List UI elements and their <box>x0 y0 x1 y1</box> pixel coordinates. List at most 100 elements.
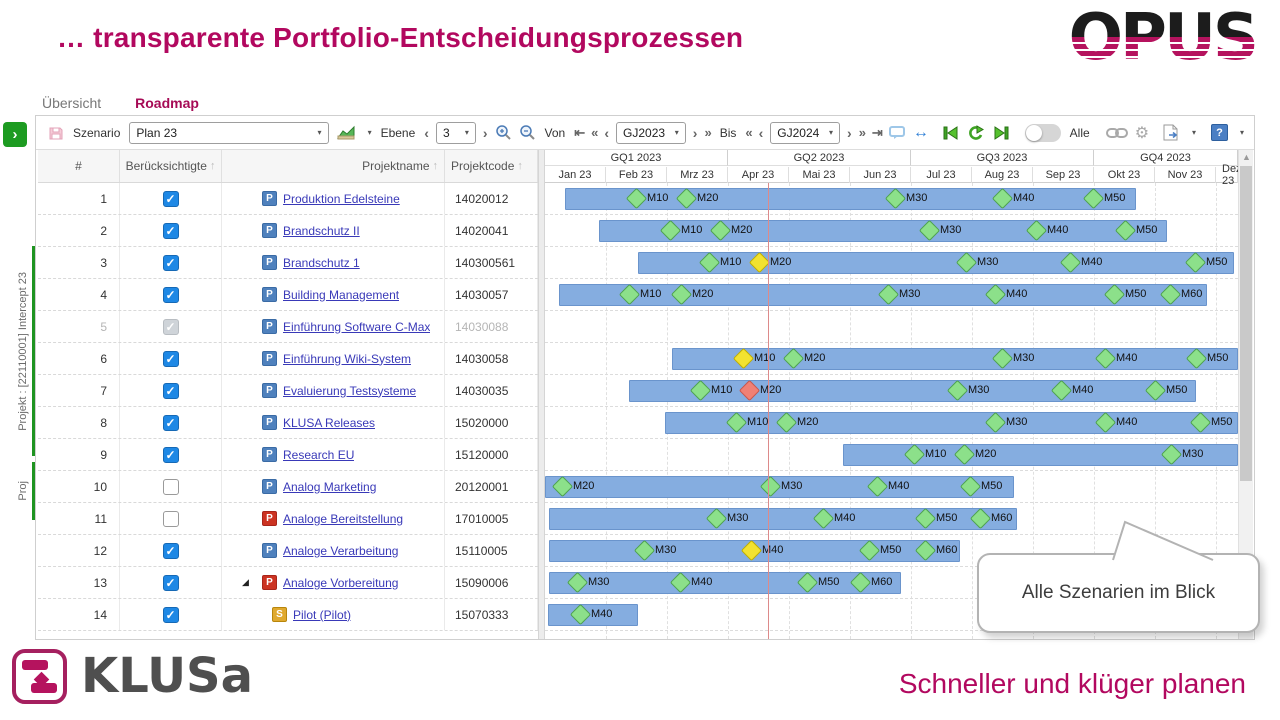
column-header[interactable]: Berücksichtigte ↑ <box>120 150 222 182</box>
ebene-next-icon[interactable]: › <box>482 124 488 141</box>
forward-icon[interactable]: › <box>847 124 852 141</box>
project-link[interactable]: KLUSA Releases <box>283 415 376 430</box>
gantt-bar[interactable] <box>672 348 1238 370</box>
back-icon[interactable]: ‹ <box>758 124 764 141</box>
row-checkbox[interactable] <box>162 510 179 527</box>
chevron-down-icon[interactable]: ▾ <box>1192 128 1197 137</box>
project-link[interactable]: Produktion Edelsteine <box>283 191 400 206</box>
chevron-down-icon[interactable]: ▾ <box>367 128 372 137</box>
row-checkbox[interactable]: ✓ <box>162 286 179 303</box>
fast-back-icon[interactable]: « <box>591 125 598 140</box>
project-name-cell: P Analoge Verarbeitung <box>222 535 445 566</box>
link-icon[interactable] <box>1105 127 1128 139</box>
gantt-bar[interactable] <box>638 252 1234 274</box>
ebene-select[interactable]: 3 ▾ <box>435 121 476 144</box>
gantt-bar[interactable] <box>549 508 1017 530</box>
gantt-bar[interactable] <box>665 412 1238 434</box>
row-number-cell: 8 <box>38 407 120 438</box>
scrollbar-thumb[interactable] <box>1240 166 1252 481</box>
gantt-row: M10 M20 M30 <box>545 439 1238 471</box>
tree-collapse-icon[interactable]: ◢ <box>242 577 249 587</box>
gantt-bar[interactable] <box>565 188 1136 210</box>
gantt-bar[interactable] <box>548 604 638 626</box>
row-number-cell: 6 <box>38 343 120 374</box>
refresh-icon[interactable] <box>967 124 985 141</box>
zoom-out-icon[interactable] <box>519 124 536 141</box>
bis-select[interactable]: GJ2024 ▾ <box>770 121 841 144</box>
month-gridline <box>1033 183 1034 639</box>
row-checkbox[interactable]: ✓ <box>162 222 179 239</box>
row-checkbox[interactable]: ✓ <box>162 254 179 271</box>
back-icon[interactable]: ‹ <box>604 124 610 141</box>
step-back-green-icon[interactable] <box>942 125 960 141</box>
chevron-down-icon[interactable]: ▾ <box>1239 128 1244 137</box>
row-checkbox[interactable]: ✓ <box>162 350 179 367</box>
gantt-bar[interactable] <box>843 444 1238 466</box>
export-icon[interactable] <box>1162 124 1180 141</box>
project-link[interactable]: Analoge Vorbereitung <box>283 575 399 590</box>
project-icon: P <box>262 447 277 462</box>
project-link[interactable]: Pilot (Pilot) <box>293 607 352 622</box>
project-icon: P <box>262 543 277 558</box>
row-checkbox[interactable]: ✓ <box>162 414 179 431</box>
row-checkbox[interactable]: ✓ <box>162 574 179 591</box>
column-header[interactable]: Projektcode ↑ <box>445 150 538 182</box>
pane-splitter[interactable] <box>538 150 545 639</box>
project-link[interactable]: Analog Marketing <box>283 479 377 494</box>
fast-back-icon[interactable]: « <box>745 125 752 140</box>
row-checkbox[interactable]: ✓ <box>162 606 179 623</box>
fit-width-icon[interactable]: ↔ <box>912 123 929 141</box>
project-name-cell: P Produktion Edelsteine <box>222 183 445 214</box>
row-checkbox[interactable]: ✓ <box>162 190 179 207</box>
expand-rail-button[interactable]: › <box>3 122 27 147</box>
project-link[interactable]: Analoge Bereitstellung <box>283 511 404 526</box>
project-link[interactable]: Research EU <box>283 447 355 462</box>
project-link[interactable]: Einführung Software C-Max <box>283 319 431 334</box>
month-gridline <box>1216 183 1217 639</box>
project-link[interactable]: Building Management <box>283 287 400 302</box>
save-icon[interactable] <box>48 125 64 141</box>
last-period-icon[interactable]: ⇥ <box>871 124 883 140</box>
fast-forward-icon[interactable]: » <box>704 125 711 140</box>
row-checkbox[interactable]: ✓ <box>162 318 179 335</box>
first-period-icon[interactable]: ⇤ <box>574 124 585 140</box>
project-link[interactable]: Evaluierung Testsysteme <box>283 383 417 398</box>
column-header[interactable]: Projektname ↑ <box>222 150 445 182</box>
project-code-cell: 20120001 <box>445 471 538 502</box>
row-checkbox[interactable]: ✓ <box>162 542 179 559</box>
row-checkbox[interactable]: ✓ <box>162 382 179 399</box>
row-checkbox[interactable]: ✓ <box>162 446 179 463</box>
gantt-month-header: Jun 23 <box>850 167 911 183</box>
project-code-cell: 14030058 <box>445 343 538 374</box>
project-link[interactable]: Brandschutz II <box>283 223 360 238</box>
rail-tab-proj[interactable]: Proj <box>13 462 36 520</box>
tab-übersicht[interactable]: Übersicht <box>42 95 102 111</box>
scroll-up-icon[interactable]: ▲ <box>1242 152 1251 162</box>
fast-forward-icon[interactable]: » <box>858 125 866 140</box>
project-code-cell: 14030057 <box>445 279 538 310</box>
row-checkbox[interactable] <box>162 478 179 495</box>
von-select[interactable]: GJ2023 ▾ <box>616 121 686 144</box>
column-header[interactable]: # <box>38 150 120 182</box>
rail-tab-project[interactable]: Projekt : [22110001] Intercept 23 <box>13 246 36 456</box>
project-link[interactable]: Analoge Verarbeitung <box>283 543 399 558</box>
zoom-in-icon[interactable] <box>495 124 512 141</box>
ebene-prev-icon[interactable]: ‹ <box>424 124 429 141</box>
chevron-down-icon: ▾ <box>464 128 469 137</box>
project-link[interactable]: Einführung Wiki-System <box>283 351 412 366</box>
vertical-scrollbar[interactable]: ▲ <box>1238 150 1253 639</box>
gantt-bar[interactable] <box>599 220 1167 242</box>
forward-icon[interactable]: › <box>692 124 698 141</box>
gear-icon[interactable]: ⚙ <box>1134 124 1150 142</box>
step-forward-green-icon[interactable] <box>992 125 1010 141</box>
gantt-month-header: Feb 23 <box>606 167 667 183</box>
project-link[interactable]: Brandschutz 1 <box>283 255 360 270</box>
szenario-select[interactable]: Plan 23 ▾ <box>129 121 329 144</box>
help-icon[interactable]: ? <box>1211 124 1228 141</box>
alle-toggle[interactable] <box>1024 123 1061 142</box>
chart-type-icon[interactable] <box>336 125 356 141</box>
roadmap-panel: Szenario Plan 23 ▾ ▾ Ebene ‹ 3 ▾ › Von <box>35 115 1255 640</box>
row-number-cell: 7 <box>38 375 120 406</box>
comment-icon[interactable] <box>888 125 906 140</box>
project-name-cell: P Evaluierung Testsysteme <box>222 375 445 406</box>
